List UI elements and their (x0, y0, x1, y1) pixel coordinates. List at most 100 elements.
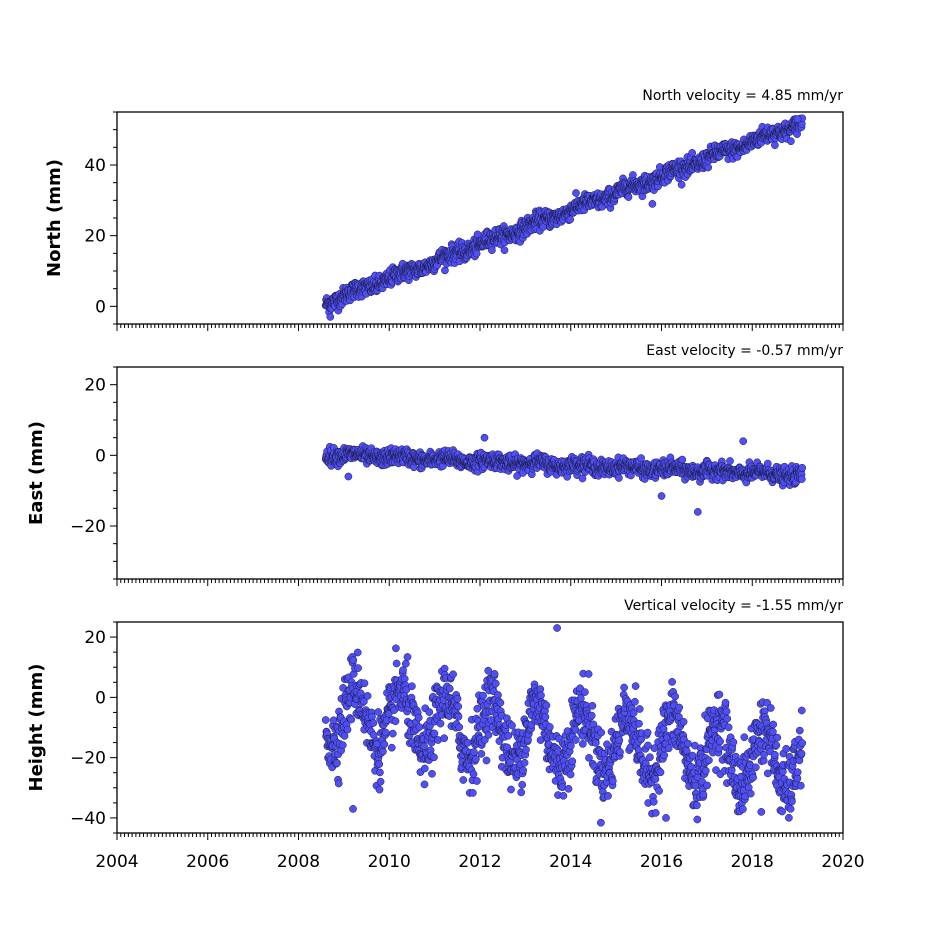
data-point (581, 688, 589, 696)
y-tick-label: 40 (84, 156, 106, 176)
outlier-point (757, 808, 766, 816)
data-point (400, 674, 409, 683)
x-tick-label: 2004 (95, 852, 138, 872)
x-tick-label: 2014 (549, 852, 592, 872)
data-point (798, 463, 807, 472)
outlier-point (739, 437, 748, 446)
data-point (454, 712, 463, 721)
data-point (723, 714, 732, 723)
data-point (684, 739, 692, 748)
data-point (576, 694, 585, 703)
outlier-point (648, 200, 657, 208)
outlier-point (480, 433, 489, 442)
data-point (430, 729, 439, 738)
data-points (321, 624, 807, 827)
data-point (797, 749, 806, 758)
data-point (724, 723, 733, 732)
outlier-point (662, 814, 670, 822)
data-point (374, 708, 383, 716)
data-point (797, 706, 806, 715)
data-point (786, 805, 795, 813)
data-point (453, 694, 462, 703)
data-point (682, 747, 691, 755)
data-point (522, 745, 530, 754)
data-point (459, 776, 468, 784)
data-point (644, 741, 652, 750)
y-tick-label: 20 (84, 376, 106, 396)
outlier-point (344, 472, 353, 481)
data-point (795, 726, 804, 735)
panel-title: North velocity = 4.85 mm/yr (642, 88, 843, 104)
data-point (472, 755, 480, 763)
data-point (772, 741, 781, 750)
data-point (624, 193, 633, 201)
data-point (778, 767, 787, 776)
data-point (469, 770, 478, 779)
data-point (420, 764, 429, 773)
panel-title: East velocity = -0.57 mm/yr (646, 343, 843, 359)
data-point (445, 684, 454, 693)
data-point (329, 716, 338, 725)
x-tick-label: 2012 (458, 852, 501, 872)
data-point (631, 697, 639, 706)
data-point (518, 780, 527, 789)
data-point (588, 701, 597, 710)
data-point (608, 777, 617, 785)
data-point (716, 737, 724, 746)
data-point (650, 744, 659, 753)
data-point (749, 773, 757, 782)
data-point (701, 766, 710, 775)
data-point (517, 788, 526, 797)
data-point (519, 766, 528, 775)
data-point (504, 731, 513, 740)
data-point (321, 716, 330, 724)
data-points (321, 433, 807, 516)
data-point (520, 758, 529, 767)
data-point (587, 711, 596, 720)
data-point (470, 748, 478, 756)
data-point (655, 787, 663, 795)
y-tick-label: 20 (84, 628, 106, 648)
data-point (693, 815, 702, 824)
data-point (401, 659, 410, 668)
data-point (699, 790, 708, 799)
data-point (796, 781, 805, 790)
data-point (769, 720, 778, 729)
data-point (507, 785, 515, 794)
panel-title: Vertical velocity = -1.55 mm/yr (624, 598, 843, 614)
y-tick-label: 0 (95, 446, 106, 466)
data-point (660, 751, 669, 760)
data-point (778, 807, 786, 816)
data-point (425, 708, 434, 716)
data-point (771, 141, 779, 150)
data-point (420, 780, 429, 789)
data-point (559, 791, 568, 800)
data-points (321, 114, 807, 321)
data-point (479, 691, 487, 700)
data-point (347, 715, 356, 724)
data-point (591, 739, 600, 747)
data-point (620, 683, 628, 692)
data-point (375, 760, 384, 768)
outlier-point (693, 508, 702, 516)
x-tick-label: 2010 (368, 852, 411, 872)
data-point (566, 770, 575, 779)
data-point (488, 246, 496, 255)
data-point (727, 766, 736, 775)
data-point (635, 705, 644, 713)
data-point (542, 701, 551, 710)
data-point (740, 733, 749, 742)
data-point (473, 704, 482, 713)
data-point (677, 180, 686, 189)
data-point (572, 189, 580, 197)
data-point (797, 475, 806, 483)
data-point (496, 698, 505, 707)
data-point (726, 457, 734, 465)
data-point (380, 740, 389, 749)
data-point (387, 743, 396, 752)
data-point (566, 215, 575, 224)
data-point (651, 775, 660, 783)
data-point (568, 757, 577, 766)
data-point (785, 813, 793, 822)
data-point (584, 670, 593, 678)
